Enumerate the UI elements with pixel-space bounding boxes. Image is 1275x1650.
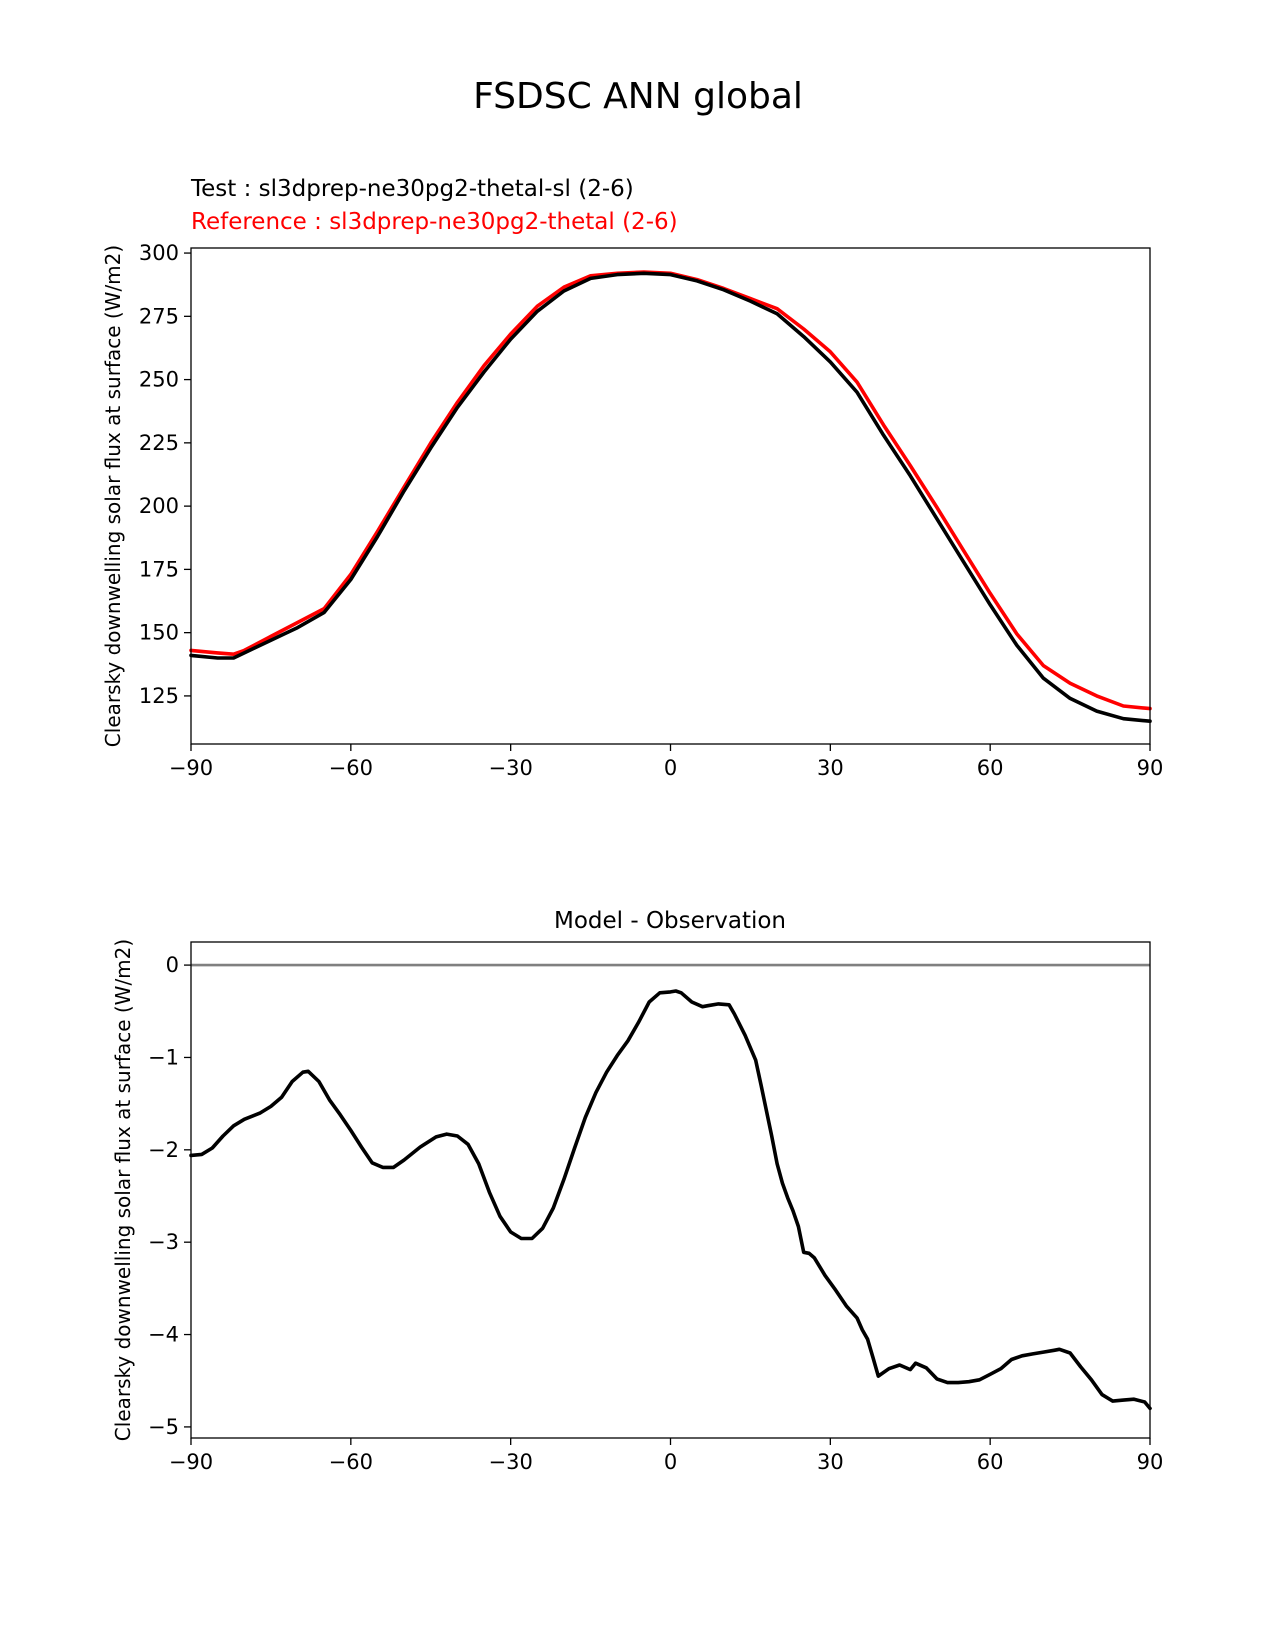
legend-test-label: Test : sl3dprep-ne30pg2-thetal-sl (2-6) bbox=[190, 176, 634, 202]
top-axis-ticks: −90 −60 −30 0 30 60 90 125 150 175 200 225 250 275 300 bbox=[139, 241, 1163, 780]
top-y-tick-label: 300 bbox=[139, 241, 179, 265]
top-y-tick-label: 275 bbox=[139, 304, 179, 328]
top-x-tick-label: 30 bbox=[817, 756, 844, 780]
top-y-tick-label: 175 bbox=[139, 557, 179, 581]
top-series-line-1 bbox=[189, 270, 1152, 711]
bottom-y-tick-label: 0 bbox=[166, 953, 179, 977]
top-y-tick-label: 150 bbox=[139, 621, 179, 645]
top-panel: Test : sl3dprep-ne30pg2-thetal-sl (2-6) … bbox=[101, 176, 1163, 780]
bottom-y-tick-label: −1 bbox=[148, 1045, 179, 1069]
bottom-x-tick-label: −90 bbox=[169, 1450, 213, 1474]
top-y-tick-label: 200 bbox=[139, 494, 179, 518]
top-y-tick-label: 250 bbox=[139, 368, 179, 392]
top-x-tick-label: −90 bbox=[169, 756, 213, 780]
bottom-series-lines bbox=[189, 963, 1152, 1411]
bottom-x-tick-label: −60 bbox=[329, 1450, 373, 1474]
bottom-plot-frame bbox=[190, 941, 1151, 1439]
top-plot-frame bbox=[190, 247, 1151, 745]
bottom-x-tick-label: 60 bbox=[977, 1450, 1004, 1474]
top-y-axis-label: Clearsky downwelling solar flux at surfa… bbox=[101, 245, 125, 747]
legend-reference-label: Reference : sl3dprep-ne30pg2-thetal (2-6… bbox=[191, 209, 678, 235]
top-series-line-0 bbox=[189, 271, 1152, 724]
bottom-x-tick-label: 0 bbox=[664, 1450, 677, 1474]
bottom-y-tick-label: −4 bbox=[148, 1323, 179, 1347]
top-x-tick-label: 60 bbox=[977, 756, 1004, 780]
bottom-y-tick-label: −5 bbox=[148, 1415, 179, 1439]
bottom-panel: Model - Observation −90 −60 −30 0 30 60 900−1−… bbox=[111, 908, 1163, 1474]
bottom-panel-title: Model - Observation bbox=[554, 908, 786, 934]
top-x-tick-label: 90 bbox=[1137, 756, 1164, 780]
top-x-tick-label: −60 bbox=[329, 756, 373, 780]
bottom-y-axis-label: Clearsky downwelling solar flux at surfa… bbox=[111, 939, 135, 1441]
top-x-tick-label: −30 bbox=[489, 756, 533, 780]
bottom-x-tick-label: 30 bbox=[817, 1450, 844, 1474]
bottom-x-tick-label: 90 bbox=[1137, 1450, 1164, 1474]
top-y-tick-label: 125 bbox=[139, 684, 179, 708]
figure-title: FSDSC ANN global bbox=[473, 76, 803, 117]
top-series-lines bbox=[189, 270, 1152, 724]
top-y-tick-label: 225 bbox=[139, 431, 179, 455]
bottom-y-tick-label: −2 bbox=[148, 1138, 179, 1162]
bottom-y-tick-label: −3 bbox=[148, 1230, 179, 1254]
top-x-tick-label: 0 bbox=[664, 756, 677, 780]
bottom-series-line-0 bbox=[189, 989, 1152, 1411]
bottom-x-tick-label: −30 bbox=[489, 1450, 533, 1474]
bottom-axis-ticks: −90 −60 −30 0 30 60 90 0 −1 −2 −3 −4 −5 bbox=[148, 953, 1163, 1474]
